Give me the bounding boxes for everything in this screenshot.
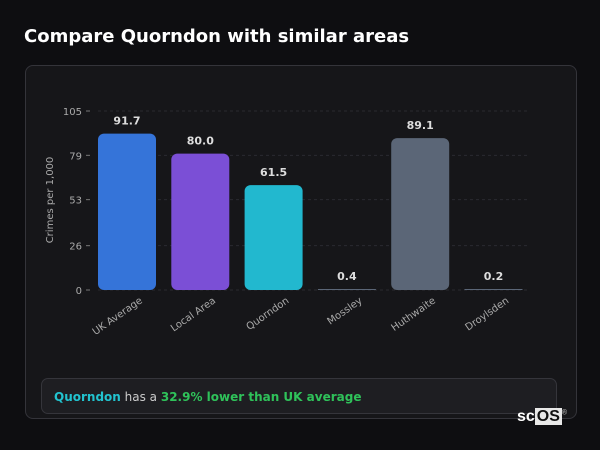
bar-quorndon <box>244 185 303 290</box>
data-label: 89.1 <box>407 119 434 132</box>
x-tick-label: Huthwaite <box>390 295 438 333</box>
bar-mossley <box>317 289 376 290</box>
summary-text: has a <box>120 390 161 404</box>
page-title: Compare Quorndon with similar areas <box>24 26 410 47</box>
data-label: 80.0 <box>187 135 214 148</box>
y-tick-label: 0 <box>76 286 82 297</box>
y-tick-label: 53 <box>69 196 82 207</box>
bar-huthwaite <box>391 138 450 290</box>
data-label: 91.7 <box>113 115 140 128</box>
x-tick-label: Droylsden <box>464 295 512 333</box>
bar-local-area <box>171 153 230 290</box>
scos-logo: sc OS ® <box>517 408 568 425</box>
x-tick-label: Local Area <box>169 295 218 334</box>
bar-uk-average <box>98 133 156 290</box>
x-tick-label: Mossley <box>326 295 365 327</box>
x-tick-label: Quorndon <box>245 295 292 332</box>
x-tick-label: UK Average <box>91 295 145 337</box>
y-tick-label: 79 <box>69 151 82 162</box>
data-label: 0.2 <box>484 270 504 283</box>
summary-highlight: 32.9% lower than UK average <box>160 390 362 404</box>
y-axis-label: Crimes per 1,000 <box>45 157 56 244</box>
summary-area-name: Quorndon <box>54 390 121 404</box>
summary-box: Quorndon has a 32.9% lower than UK avera… <box>41 378 557 414</box>
bar-droylsden <box>464 289 523 290</box>
y-tick-label: 105 <box>63 107 82 118</box>
y-tick-label: 26 <box>69 242 82 253</box>
data-label: 61.5 <box>260 166 287 179</box>
data-label: 0.4 <box>337 270 357 283</box>
